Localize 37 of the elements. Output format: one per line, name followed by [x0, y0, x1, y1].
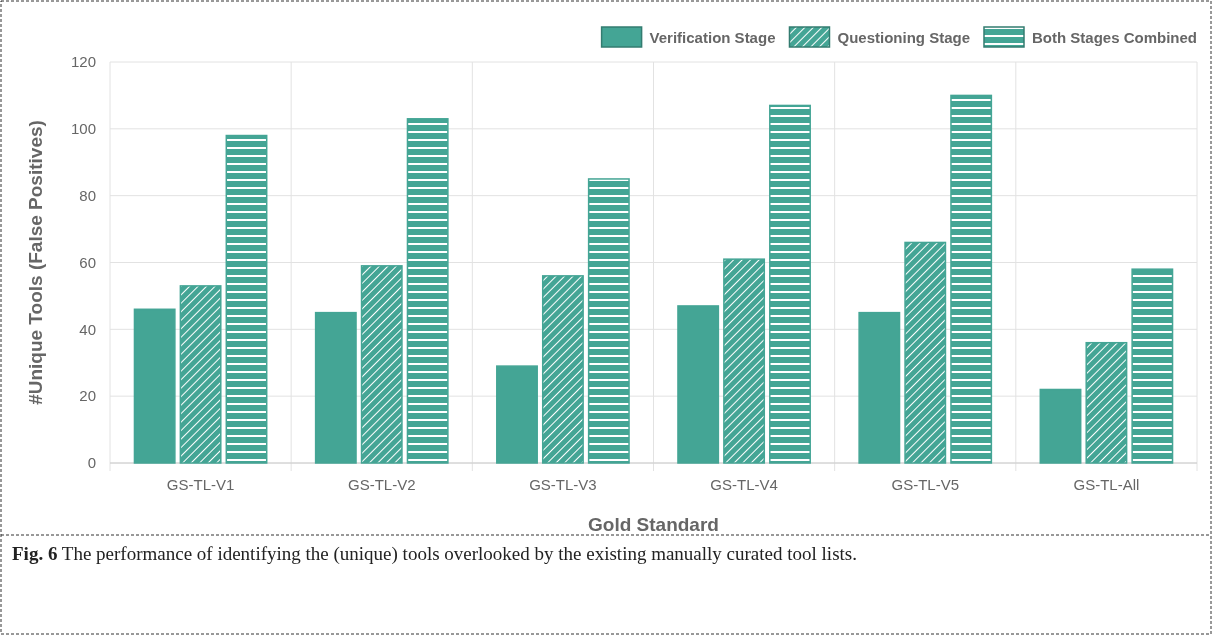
- x-tick-label: GS-TL-All: [1073, 476, 1140, 493]
- y-tick-label: 120: [70, 53, 96, 71]
- legend-label: Questioning Stage: [837, 29, 970, 46]
- y-axis-title: #Unique Tools (False Positives): [25, 120, 46, 405]
- y-tick-label: 0: [87, 454, 96, 472]
- bar: [541, 275, 584, 464]
- x-tick-label: GS-TL-V4: [710, 476, 778, 493]
- legend-label: Both Stages Combined: [1031, 29, 1198, 46]
- y-tick-label: 100: [70, 120, 96, 138]
- y-tick-label: 80: [79, 186, 96, 204]
- bar: [225, 134, 268, 464]
- bar: [587, 178, 630, 464]
- y-tick-label: 40: [79, 320, 96, 338]
- x-tick-label: GS-TL-V3: [529, 476, 597, 493]
- x-tick-label: GS-TL-V2: [347, 476, 416, 493]
- bar: [904, 241, 947, 464]
- x-tick-label: GS-TL-V1: [166, 476, 235, 493]
- bar: [950, 94, 993, 464]
- bar: [314, 311, 357, 464]
- bar: [406, 118, 449, 464]
- y-tick-label: 60: [79, 253, 96, 271]
- bar: [677, 305, 720, 464]
- bar: [769, 104, 811, 464]
- bar: [179, 285, 222, 464]
- x-tick-label: GS-TL-V5: [891, 476, 960, 493]
- bar: [360, 265, 403, 464]
- bar: [1131, 268, 1174, 464]
- x-axis-title: Gold Standard: [588, 514, 719, 535]
- bar: [133, 308, 176, 464]
- bar: [1039, 388, 1082, 464]
- bar: [1085, 341, 1128, 464]
- y-tick-label: 20: [79, 387, 96, 405]
- bar: [723, 258, 766, 464]
- bar: [496, 365, 538, 464]
- caption: Fig. 6 The performance of identifying the (unique) tools overlooked by the existing manually curated tool lists.: [12, 543, 857, 565]
- legend-label: Verification Stage: [649, 29, 776, 46]
- bar: [858, 311, 901, 464]
